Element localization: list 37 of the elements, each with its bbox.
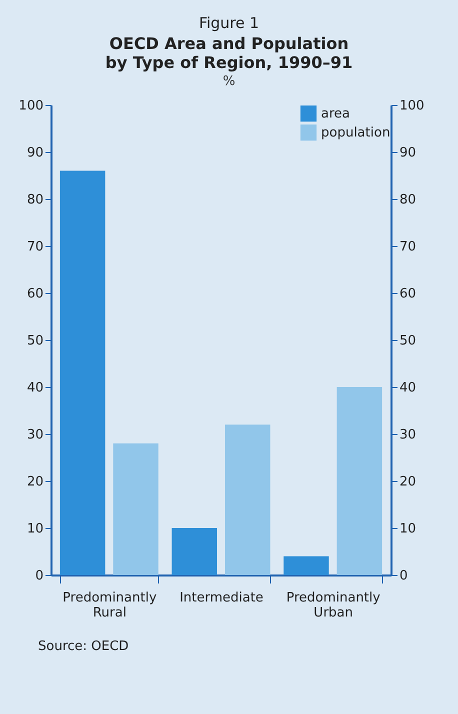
y2-tick-label: 20 (400, 474, 416, 490)
y-tick-label: 30 (26, 428, 44, 442)
y-tick-label: 0 (35, 568, 44, 584)
y-tick-label: 10 (26, 522, 44, 536)
y2-tick-label: 10 (400, 522, 416, 536)
y2-tick-label: 90 (400, 146, 416, 160)
caption: Figure 1 (198, 13, 260, 32)
bar (113, 443, 158, 575)
x-tick-label: Intermediate (180, 590, 264, 606)
y-tick-label: 70 (26, 240, 44, 254)
y-tick-label: 60 (26, 286, 44, 302)
legend-label: population (321, 126, 390, 140)
y-tick-label: 90 (26, 146, 44, 160)
y2-tick-label: 50 (400, 334, 416, 348)
y-tick-label: 40 (26, 380, 44, 396)
legend-label: area (321, 106, 350, 122)
bar (172, 528, 218, 575)
x-tick-label: Predominantly Urban (286, 590, 381, 620)
y2-tick-label: 40 (400, 380, 416, 396)
bar (336, 387, 382, 575)
y2-tick-label: 70 (400, 240, 416, 254)
bar (60, 170, 106, 575)
y2-tick-label: 80 (400, 192, 416, 208)
y-tick-label: 20 (26, 474, 44, 490)
x-tick-label: Predominantly Rural (62, 590, 157, 620)
bar (224, 424, 270, 575)
y2-tick-label: 60 (400, 286, 416, 302)
y2-tick-label: 30 (400, 428, 416, 442)
bar (284, 556, 329, 575)
y-tick-label: 100 (18, 98, 44, 114)
y-tick-label: 80 (26, 192, 44, 208)
y2-tick-label: 100 (400, 98, 424, 114)
y-tick-label: 50 (26, 334, 44, 348)
chart-subtitle: % (222, 74, 236, 89)
source-note: Source: OECD (38, 639, 130, 654)
chart-title: OECD Area and Population by Type of Region, 1990–91 (104, 34, 354, 72)
y2-tick-label: 0 (400, 568, 408, 584)
